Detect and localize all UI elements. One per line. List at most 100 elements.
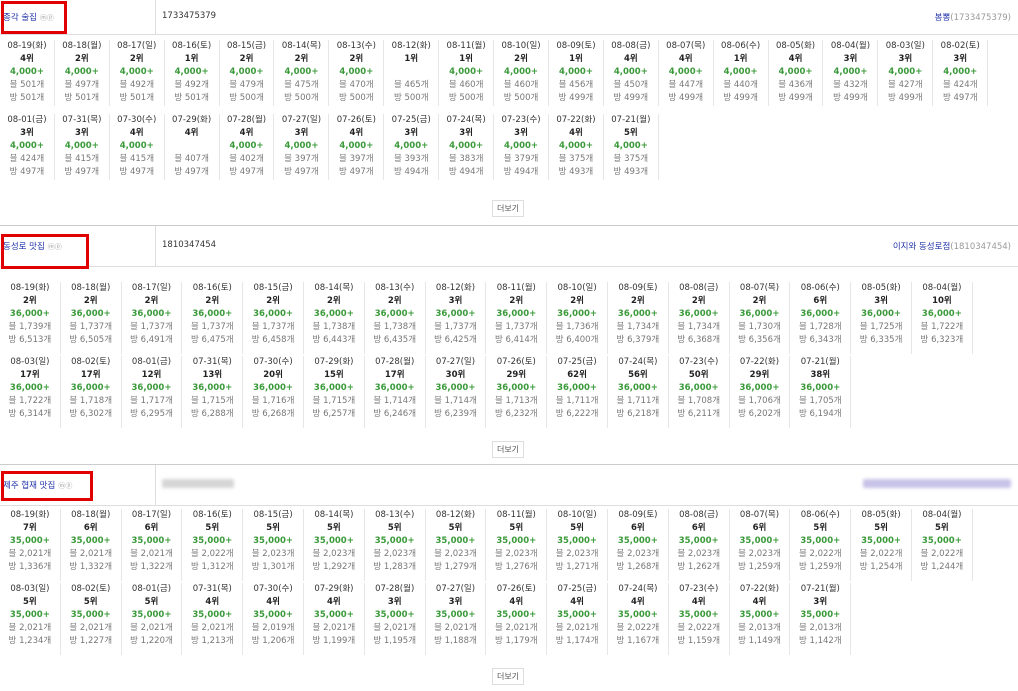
entry-rank: 6위 — [83, 523, 98, 533]
entry-rank: 4위 — [788, 54, 803, 64]
entry-date: 08-13(수) — [375, 510, 415, 520]
entry-blog-count: 방 500개 — [229, 93, 264, 103]
entry-date: 08-08(금) — [679, 510, 719, 520]
rank-entry: 08-19(화) 7위 35,000+ 블 2,021개 방 1,336개 — [0, 509, 61, 581]
mobile-pc-icons[interactable]: ⓜⓟ — [58, 482, 73, 490]
entry-rank: 30위 — [445, 370, 466, 380]
rank-entry: 08-16(토) 5위 35,000+ 블 2,022개 방 1,312개 — [182, 509, 244, 581]
entry-date: 07-23(수) — [679, 357, 719, 367]
rank-entry: 08-07(목) 4위 4,000+ 블 447개 방 499개 — [659, 40, 714, 106]
entry-rank: 6위 — [691, 523, 706, 533]
entry-search-volume: 36,000+ — [435, 383, 476, 393]
entry-blog-count: 방 1,276개 — [494, 562, 538, 572]
entry-blog-count: 방 1,227개 — [69, 636, 113, 646]
keyword-text[interactable]: 종각 술집 — [3, 13, 37, 23]
place-name-text[interactable]: 이지와 동성로점 — [892, 242, 951, 252]
entry-search-volume: 35,000+ — [70, 610, 111, 620]
entry-search-volume: 4,000+ — [9, 141, 44, 151]
entry-search-volume: 36,000+ — [678, 383, 719, 393]
entry-review-count: 블 2,023개 — [677, 549, 721, 559]
entry-review-count: 블 2,022개 — [616, 623, 660, 633]
more-button[interactable]: 더보기 — [492, 668, 524, 685]
rank-entry: 08-03(일) 17위 36,000+ 블 1,722개 방 6,314개 — [0, 356, 61, 428]
entry-search-volume: 35,000+ — [253, 536, 294, 546]
entry-rank: 5위 — [327, 523, 341, 533]
keyword-link[interactable]: 동성로 맛집 ⓜⓟ — [3, 240, 62, 252]
rank-entry: 07-25(금) 3위 4,000+ 블 393개 방 494개 — [384, 114, 440, 180]
place-name-link[interactable]: 이지와 동성로점(1810347454) — [893, 240, 1011, 252]
entry-blog-count: 방 1,234개 — [8, 636, 52, 646]
entry-date: 08-19(화) — [10, 510, 50, 520]
entry-date: 07-29(화) — [172, 115, 212, 125]
more-button[interactable]: 더보기 — [492, 200, 524, 217]
highlight-box — [1, 1, 67, 34]
entry-search-volume: 4,000+ — [833, 67, 868, 77]
entry-rank: 2위 — [205, 296, 220, 306]
place-name-link[interactable] — [863, 479, 1011, 489]
mobile-pc-icons[interactable]: ⓜⓟ — [39, 14, 54, 22]
entry-date: 08-12(화) — [391, 41, 431, 51]
entry-rank: 2위 — [509, 296, 524, 306]
keyword-text[interactable]: 제주 협재 맛집 — [3, 481, 56, 491]
keyword-cell: 동성로 맛집 ⓜⓟ — [0, 226, 156, 269]
entry-blog-count: 방 493개 — [613, 167, 649, 177]
entry-blog-count: 방 6,400개 — [555, 335, 599, 345]
entry-review-count: 블 447개 — [668, 80, 704, 90]
entry-blog-count: 방 494개 — [393, 167, 429, 177]
entry-rank: 6위 — [752, 523, 767, 533]
entry-review-count: 블 479개 — [229, 80, 264, 90]
entry-rank: 12위 — [141, 370, 162, 380]
place-name-link[interactable]: 봉뽕(1733475379) — [935, 11, 1011, 23]
rank-entry: 08-13(수) 2위 4,000+ 블 470개 방 500개 — [329, 40, 385, 106]
keyword-link[interactable]: 제주 협재 맛집 ⓜⓟ — [3, 479, 72, 491]
entry-search-volume: 36,000+ — [313, 309, 354, 319]
keyword-text[interactable]: 동성로 맛집 — [3, 242, 45, 252]
keyword-link[interactable]: 종각 술집 ⓜⓟ — [3, 11, 54, 23]
rank-entry: 08-10(일) 5위 35,000+ 블 2,023개 방 1,271개 — [547, 509, 608, 581]
entry-rank: 1위 — [569, 54, 583, 64]
entry-blog-count: 방 500개 — [339, 93, 374, 103]
entry-rank: 13위 — [202, 370, 223, 380]
entry-date: 08-04(월) — [830, 41, 871, 51]
entry-rank: 2위 — [129, 54, 144, 64]
entry-blog-count: 방 1,332개 — [69, 562, 113, 572]
entry-rank: 4위 — [205, 597, 220, 607]
entry-rank: 4위 — [129, 128, 144, 138]
entry-date: 07-30(수) — [253, 357, 293, 367]
rank-entry: 07-24(목) 4위 35,000+ 블 2,022개 방 1,167개 — [608, 583, 669, 655]
rank-entry: 08-14(목) 2위 4,000+ 블 475개 방 500개 — [275, 40, 330, 106]
more-button[interactable]: 더보기 — [492, 441, 524, 458]
entry-review-count: 블 2,023개 — [494, 549, 538, 559]
rank-entry: 07-24(목) 56위 36,000+ 블 1,711개 방 6,218개 — [608, 356, 669, 428]
entry-blog-count: 방 501개 — [9, 93, 45, 103]
entry-review-count: 블 407개 — [174, 154, 209, 164]
rank-entry: 08-06(수) 1위 4,000+ 블 440개 방 499개 — [714, 40, 769, 106]
entry-blog-count: 방 6,335개 — [859, 335, 903, 345]
mobile-pc-icons[interactable]: ⓜⓟ — [47, 243, 62, 251]
entry-review-count: 블 1,739개 — [8, 322, 52, 332]
entry-search-volume: 36,000+ — [9, 309, 50, 319]
entry-rank: 5위 — [935, 523, 949, 533]
entry-rank: 17위 — [20, 370, 40, 380]
rank-entry: 08-03(일) 3위 4,000+ 블 427개 방 499개 — [878, 40, 934, 106]
entry-date: 08-07(목) — [739, 510, 780, 520]
entry-search-volume: 35,000+ — [192, 536, 233, 546]
entry-blog-count: 방 6,232개 — [494, 409, 538, 419]
rank-entry: 08-09(토) 2위 36,000+ 블 1,734개 방 6,379개 — [608, 282, 669, 354]
entry-date: 08-05(화) — [775, 41, 816, 51]
place-name-text[interactable]: 봉뽕 — [934, 13, 951, 23]
entry-review-count: 블 1,715개 — [190, 396, 234, 406]
entry-rank: 3위 — [448, 296, 463, 306]
entry-search-volume: 35,000+ — [374, 610, 415, 620]
entry-search-volume: 36,000+ — [253, 309, 294, 319]
rank-entry: 07-28(월) 4위 4,000+ 블 402개 방 497개 — [220, 114, 275, 180]
entry-rank: 4위 — [20, 54, 34, 64]
entry-date: 08-17(일) — [131, 283, 172, 293]
entry-search-volume — [165, 140, 219, 153]
entry-rank: 2위 — [570, 296, 584, 306]
entry-search-volume: 36,000+ — [496, 309, 537, 319]
entry-date: 08-17(일) — [117, 41, 157, 51]
entry-blog-count: 방 6,425개 — [434, 335, 477, 345]
entry-blog-count: 방 6,314개 — [8, 409, 52, 419]
rank-entry: 07-23(수) 4위 35,000+ 블 2,022개 방 1,159개 — [669, 583, 730, 655]
